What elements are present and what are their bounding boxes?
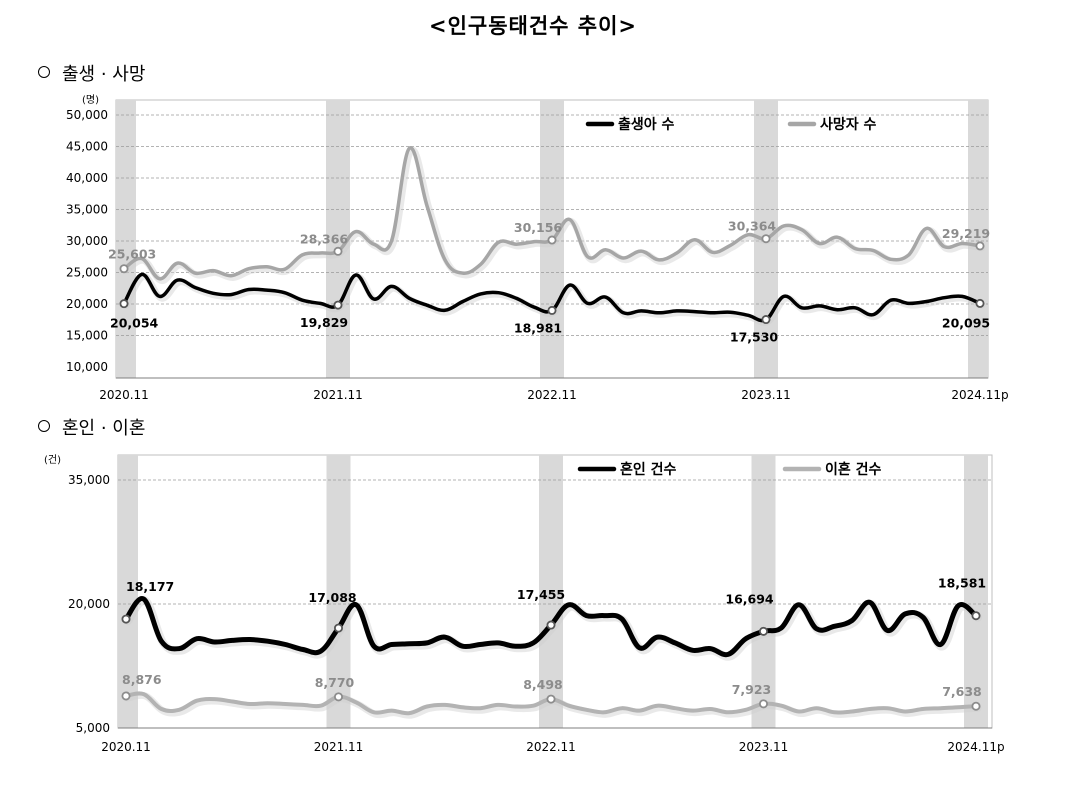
highlight-band — [964, 455, 988, 728]
y-tick-label: 50,000 — [66, 108, 108, 122]
data-label: 28,366 — [300, 231, 349, 246]
data-label: 8,876 — [122, 672, 162, 687]
data-label: 20,054 — [110, 316, 159, 331]
y-tick-label: 15,000 — [66, 329, 108, 343]
y-tick-label: 45,000 — [66, 140, 108, 154]
data-point-marker — [119, 264, 129, 274]
y-tick-label: 30,000 — [66, 234, 108, 248]
y-tick-label: 20,000 — [66, 297, 108, 311]
section-bullet-icon — [38, 420, 50, 432]
data-point-marker — [759, 626, 769, 636]
legend-label: 사망자 수 — [820, 116, 877, 133]
x-tick-label: 2022.11 — [526, 740, 576, 754]
y-tick-label: 35,000 — [66, 203, 108, 217]
page-title: <인구동태건수 추이> — [428, 14, 638, 38]
data-point-marker — [971, 611, 981, 621]
data-point-marker — [547, 235, 557, 245]
x-tick-label: 2020.11 — [101, 740, 151, 754]
y-tick-label: 40,000 — [66, 171, 108, 185]
data-label: 25,603 — [108, 247, 156, 262]
data-label: 18,581 — [938, 576, 986, 591]
x-tick-label: 2020.11 — [99, 388, 149, 402]
data-point-marker — [547, 305, 557, 315]
data-label: 19,829 — [300, 315, 348, 330]
data-label: 30,364 — [728, 219, 777, 234]
y-tick-label: 20,000 — [68, 597, 110, 611]
births-deaths-chart: 10,000 15,000 20,000 25,000 30,000 35,000 40,0… — [66, 94, 1009, 402]
data-label: 8,770 — [315, 675, 355, 690]
data-label: 8,498 — [523, 677, 563, 692]
legend-label: 혼인 건수 — [620, 461, 677, 478]
data-label: 16,694 — [725, 591, 774, 606]
data-point-marker — [333, 623, 343, 633]
x-tick-label: 2023.11 — [741, 388, 791, 402]
data-point-marker — [761, 234, 771, 244]
section-title-births-deaths: 출생 · 사망 — [38, 60, 145, 86]
data-point-marker — [121, 691, 131, 701]
data-point-marker — [761, 315, 771, 325]
data-point-marker — [333, 246, 343, 256]
section-title-marriage-divorce: 혼인 · 이혼 — [38, 414, 145, 440]
data-label: 17,088 — [308, 590, 356, 605]
highlight-band — [539, 455, 563, 728]
data-point-marker — [975, 298, 985, 308]
y-tick-label: 35,000 — [68, 473, 110, 487]
marriage-divorce-chart: 5,000 20,000 35,000 (건) 2020.11 2021.11 2022.1… — [44, 454, 1005, 754]
legend-label: 출생아 수 — [618, 116, 675, 133]
x-tick-label: 2024.11p — [951, 388, 1008, 402]
highlight-band — [326, 455, 351, 728]
data-label: 18,981 — [514, 320, 562, 335]
section-bullet-icon — [38, 66, 50, 78]
x-tick-label: 2021.11 — [313, 388, 363, 402]
section-title-text: 혼인 · 이혼 — [62, 418, 146, 439]
data-label: 7,638 — [942, 684, 982, 699]
data-label: 30,156 — [514, 220, 563, 235]
y-tick-label: 10,000 — [66, 360, 108, 374]
data-point-marker — [333, 300, 343, 310]
data-point-marker — [971, 701, 981, 711]
highlight-band — [116, 100, 136, 378]
x-tick-label: 2021.11 — [314, 740, 364, 754]
highlight-band — [968, 100, 988, 378]
data-label: 20,095 — [942, 315, 990, 330]
data-point-marker — [333, 692, 343, 702]
unit-label: (건) — [44, 454, 61, 466]
data-point-marker — [975, 241, 985, 251]
data-point-marker — [546, 694, 556, 704]
x-tick-label: 2022.11 — [527, 388, 577, 402]
highlight-band — [118, 455, 138, 728]
section-title-text: 출생 · 사망 — [62, 64, 146, 85]
y-tick-label: 25,000 — [66, 266, 108, 280]
data-label: 29,219 — [942, 226, 990, 241]
x-tick-label: 2023.11 — [739, 740, 789, 754]
x-tick-label: 2024.11p — [947, 740, 1004, 754]
data-label: 17,530 — [730, 330, 779, 345]
data-label: 18,177 — [126, 579, 174, 594]
data-point-marker — [119, 299, 129, 309]
data-label: 17,455 — [517, 587, 565, 602]
unit-label: (명) — [82, 94, 99, 106]
data-point-marker — [546, 620, 556, 630]
data-point-marker — [759, 699, 769, 709]
data-label: 7,923 — [732, 682, 772, 697]
highlight-band — [751, 455, 776, 728]
y-tick-label: 5,000 — [76, 721, 110, 735]
legend-label: 이혼 건수 — [825, 461, 882, 478]
data-point-marker — [121, 614, 131, 624]
